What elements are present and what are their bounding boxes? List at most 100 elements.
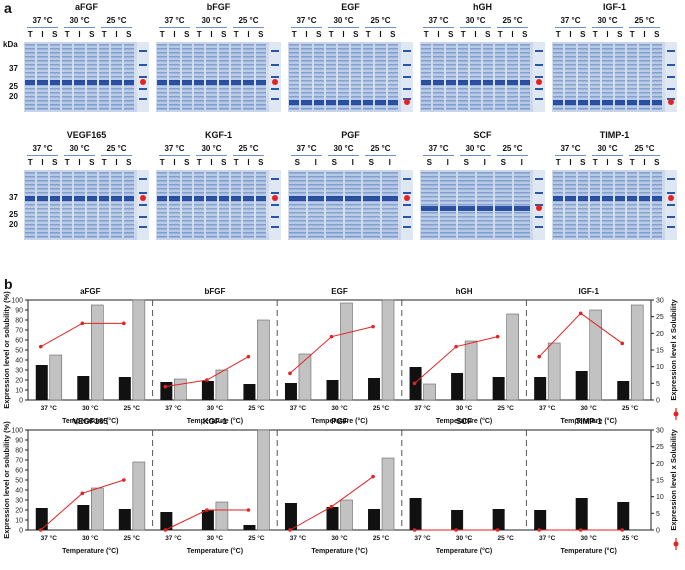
lane-label: S (654, 158, 660, 167)
marker-band (139, 204, 147, 206)
expression-bar (492, 509, 505, 530)
lane-label: I (606, 30, 609, 39)
protein-band (421, 80, 432, 85)
gel-blot (288, 170, 413, 240)
product-point (163, 528, 168, 532)
bar-charts: 0102030405060708090100051015202530Expres… (2, 287, 679, 555)
y-tick-label: 100 (11, 428, 23, 435)
lane-label: I (247, 30, 250, 39)
protein-band (445, 80, 456, 85)
gel-lane (421, 44, 432, 110)
panel-title: VEGF165 (73, 417, 109, 426)
lane-label: I (379, 30, 382, 39)
lane-label: I (483, 158, 486, 167)
solubility-bar (91, 487, 104, 531)
gel-lane (627, 172, 638, 238)
marker-band (271, 204, 279, 206)
y-tick-label: 10 (15, 388, 23, 395)
lane-label: T (233, 158, 239, 167)
protein-band (602, 196, 613, 201)
protein-band (482, 80, 493, 85)
lane-label: T (233, 30, 239, 39)
protein-band (614, 100, 625, 105)
gel-title: bFGF (206, 2, 231, 12)
gel-bfgf: bFGF 37 °C 30 °C 25 °C T I S T I S T I S (156, 2, 281, 114)
protein-band (519, 80, 530, 85)
legend-dot (673, 541, 679, 547)
temperature-label: 37 °C (428, 144, 449, 153)
category-label: 25 °C (124, 534, 141, 542)
expression-bar (368, 378, 381, 400)
lane-label: S (522, 30, 528, 39)
marker-band (403, 88, 411, 90)
product-point (454, 528, 458, 532)
lane-label: S (500, 158, 506, 167)
protein-band (111, 196, 122, 201)
marker-band (667, 50, 675, 52)
y2-tick-label: 10 (656, 364, 664, 371)
lane-label: T (159, 30, 165, 39)
protein-band (206, 80, 217, 85)
protein-band (553, 196, 564, 201)
temperature-label: 37 °C (560, 16, 581, 25)
panel-title: KGF-1 (203, 417, 228, 426)
category-label: 30 °C (581, 534, 598, 542)
gel-lane (458, 172, 475, 238)
y2-tick-label: 5 (656, 511, 660, 518)
product-point (80, 321, 85, 326)
marker-band (403, 204, 411, 206)
marker-band (139, 76, 147, 78)
marker-band (139, 50, 147, 52)
temperature-label: 30 °C (69, 16, 90, 25)
protein-band (381, 196, 398, 201)
temperature-label: 37 °C (296, 144, 317, 153)
panel-title: hGH (456, 287, 473, 296)
gel-lane (169, 172, 180, 238)
gel-lane (99, 172, 110, 238)
panel-title: aFGF (80, 287, 101, 296)
temperature-underline (64, 27, 95, 28)
gel-lane (231, 172, 242, 238)
lane-label: I (606, 158, 609, 167)
expression-bar (35, 508, 48, 530)
protein-band (49, 80, 60, 85)
gel-timp-1: TIMP-1 37 °C 30 °C 25 °C T I S T I S T I S (552, 130, 677, 242)
lane-label: I (511, 30, 514, 39)
kda-25-label: 25 (9, 82, 18, 91)
temperature-underline (233, 27, 264, 28)
temperature-label: 25 °C (106, 144, 127, 153)
temperature-label: 37 °C (560, 144, 581, 153)
y-tick-label: 80 (15, 448, 23, 455)
y2-tick-label: 25 (656, 314, 664, 321)
panel-title: TIMP-1 (576, 417, 603, 426)
gel-title: IGF-1 (602, 2, 626, 12)
category-label: 30 °C (331, 404, 348, 412)
gel-lane (99, 44, 110, 110)
protein-band (289, 100, 300, 105)
protein-band (627, 100, 638, 105)
y-tick-label: 10 (15, 518, 23, 525)
protein-band (614, 196, 625, 201)
product-point (288, 371, 292, 376)
protein-band (470, 80, 481, 85)
target-band-marker (140, 79, 146, 85)
gel-lane (482, 44, 493, 110)
temperature-underline (101, 155, 132, 156)
protein-band (375, 100, 386, 105)
product-point (578, 528, 583, 532)
category-label: 30 °C (456, 534, 473, 542)
lane-label: T (101, 158, 107, 167)
lane-label: S (463, 158, 469, 167)
solubility-bar (91, 304, 104, 401)
y-tick-label: 0 (19, 528, 23, 535)
protein-band (25, 196, 36, 201)
target-band-marker (536, 79, 542, 85)
category-label: 25 °C (497, 534, 514, 542)
solubility-bar (257, 319, 270, 401)
solubility-bar (215, 501, 229, 531)
gel-lane (326, 44, 337, 110)
product-line (40, 322, 124, 348)
temperature-label: 25 °C (502, 16, 523, 25)
product-point (246, 508, 251, 512)
category-label: 25 °C (373, 534, 390, 542)
